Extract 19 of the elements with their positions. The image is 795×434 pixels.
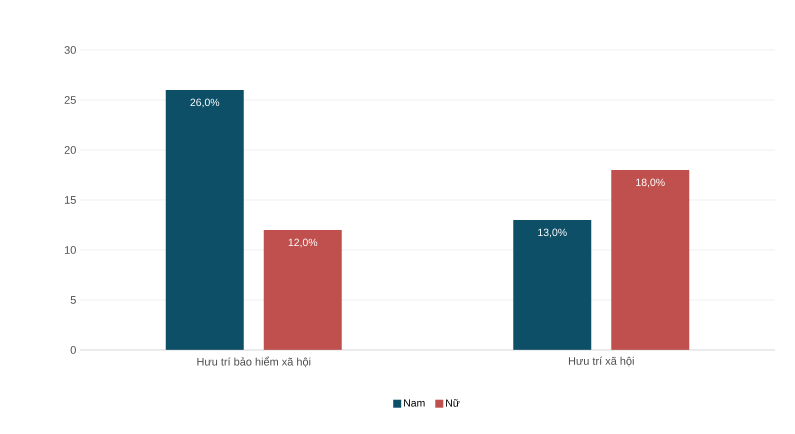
x-tick-label: Hưu trí bảo hiểm xã hội [197, 356, 310, 368]
bar [166, 90, 244, 350]
data-label: 12,0% [288, 238, 318, 248]
data-label: 13,0% [538, 228, 567, 238]
y-tick-label: 30 [64, 46, 76, 54]
data-label: 18,0% [636, 178, 665, 188]
legend-label: Nữ [446, 399, 460, 407]
legend-label: Nam [404, 399, 425, 407]
bar [264, 230, 342, 350]
y-tick-label: 25 [64, 96, 76, 104]
y-tick-label: 5 [70, 296, 76, 304]
data-label: 26,0% [190, 98, 220, 108]
y-tick-label: 10 [64, 246, 76, 254]
bar [611, 170, 690, 350]
y-tick-label: 0 [70, 346, 76, 354]
y-tick-label: 20 [64, 146, 76, 154]
x-tick-label: Hưu trí xã hội [568, 356, 634, 366]
bar [513, 220, 592, 350]
y-tick-label: 15 [64, 196, 76, 204]
